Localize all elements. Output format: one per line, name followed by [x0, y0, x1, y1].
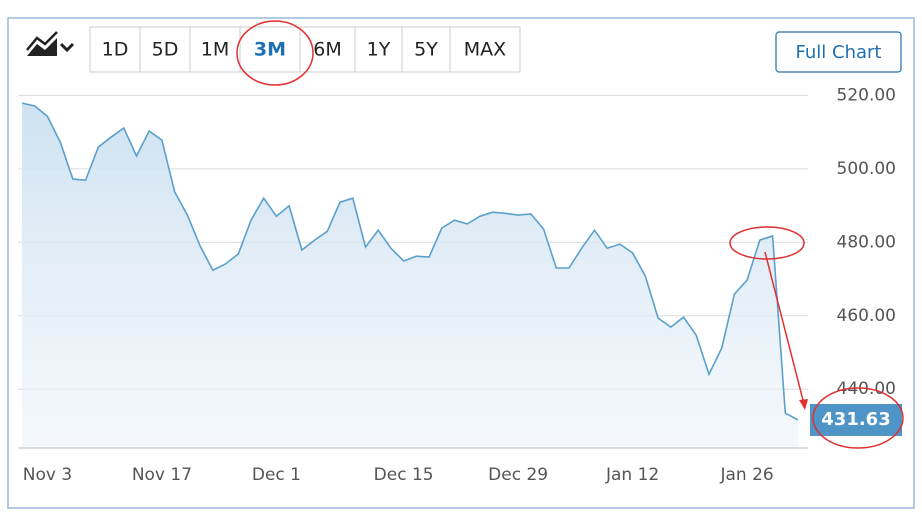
y-tick-label: 460.00	[837, 306, 896, 326]
range-button-box	[89, 26, 141, 73]
range-button[interactable]: MAX	[449, 26, 521, 73]
annotation-arrow	[764, 251, 806, 409]
full-chart-label: Full Chart	[796, 42, 882, 63]
range-button[interactable]: 3M	[239, 26, 301, 73]
range-button-label: 6M	[313, 39, 341, 61]
range-button-label: 3M	[254, 39, 286, 61]
range-button-box	[139, 26, 191, 73]
toolbar: 1D 5D 1M 3M 6M 1Y 5Y MAX	[26, 26, 521, 73]
range-button-box	[299, 26, 356, 73]
chart-type-icon	[27, 38, 57, 56]
range-button-label: 1Y	[367, 39, 391, 61]
range-button[interactable]: 1M	[189, 26, 241, 73]
x-tick-label: Dec 1	[252, 465, 301, 485]
y-tick-label: 520.00	[837, 85, 896, 105]
range-button[interactable]: 1D	[89, 26, 141, 73]
chart-type-icon-line	[26, 31, 58, 51]
last-price-box	[810, 403, 902, 436]
annotation-circle	[236, 20, 314, 86]
range-button[interactable]: 5D	[139, 26, 191, 73]
full-chart-box	[775, 31, 902, 73]
range-button-box	[449, 26, 521, 73]
range-button-label: 5D	[152, 39, 179, 61]
y-tick-label: 480.00	[837, 232, 896, 252]
range-button-box	[354, 26, 403, 73]
x-tick-label: Nov 17	[132, 465, 192, 485]
chart-type-selector[interactable]	[26, 31, 75, 56]
x-tick-label: Jan 26	[719, 465, 773, 485]
full-chart-button[interactable]: Full Chart	[775, 31, 902, 73]
range-button-label: 5Y	[414, 39, 438, 61]
range-button-box	[189, 26, 241, 73]
range-button-label: 1D	[102, 39, 129, 61]
dropdown-caret	[59, 42, 75, 53]
x-tick-label: Jan 12	[605, 465, 659, 485]
range-button[interactable]: 6M	[299, 26, 356, 73]
range-button-label: MAX	[464, 39, 506, 61]
range-button-box	[239, 26, 301, 73]
x-tick-label: Dec 29	[488, 465, 548, 485]
price-line	[21, 102, 799, 421]
last-price-label: 431.63	[821, 409, 890, 430]
annotation-circle	[812, 387, 904, 449]
x-tick-label: Dec 15	[374, 465, 434, 485]
range-button-label: 1M	[201, 39, 229, 61]
y-tick-label: 500.00	[837, 159, 896, 179]
y-tick-label: 440.00	[837, 379, 896, 399]
range-button[interactable]: 1Y	[354, 26, 403, 73]
area-fill	[22, 103, 798, 448]
range-button[interactable]: 5Y	[401, 26, 451, 73]
x-tick-label: Nov 3	[23, 465, 72, 485]
annotation-arrowhead	[799, 399, 808, 410]
plot: 440.00 460.00 480.00 500.00 520.00 431.63 Nov …	[18, 85, 902, 485]
